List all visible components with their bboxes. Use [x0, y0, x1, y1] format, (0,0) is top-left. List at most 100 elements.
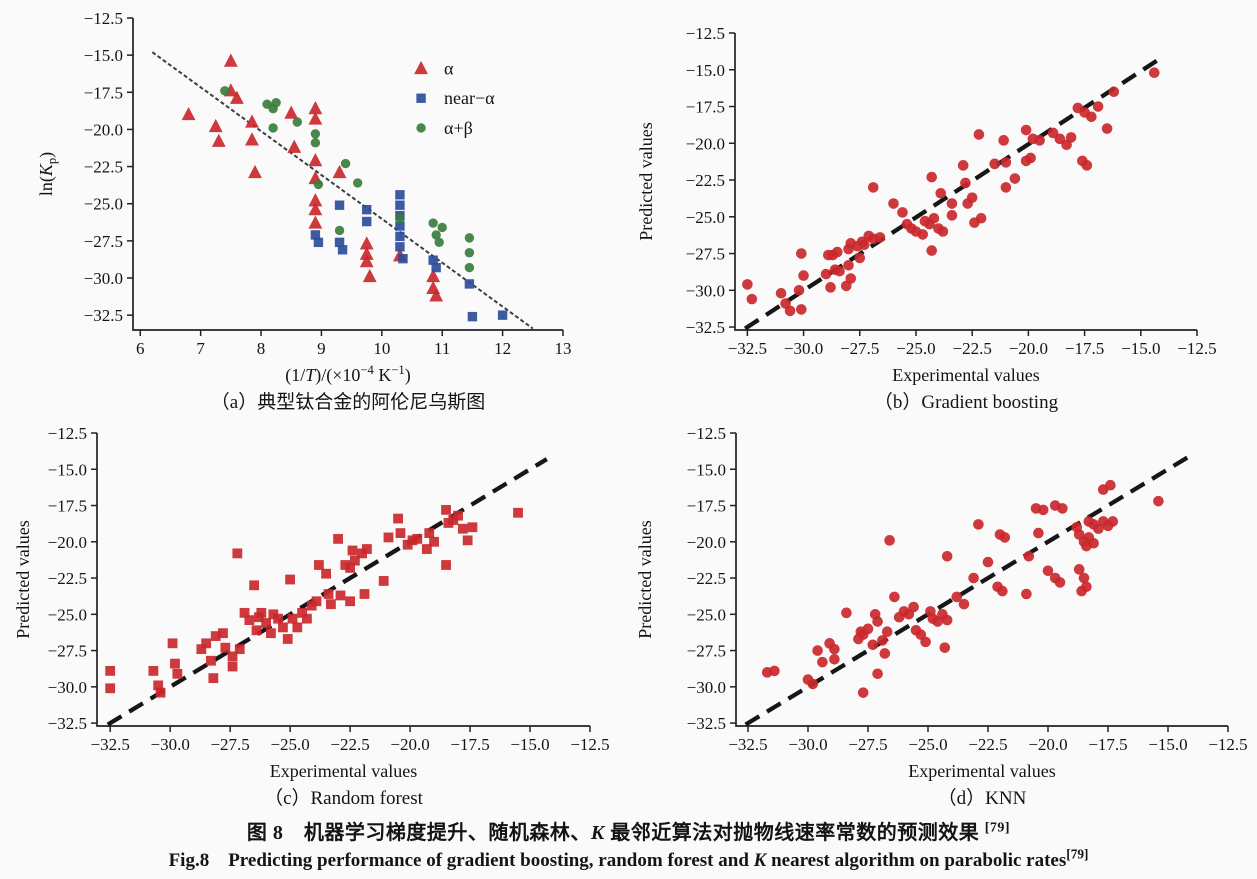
y-tick-label: −22.5: [686, 171, 725, 190]
data-point: [431, 262, 441, 273]
x-tick-label: −17.5: [450, 735, 489, 754]
data-point: [793, 285, 805, 296]
label-segment: ln(: [36, 176, 57, 196]
x-tick-label: 9: [317, 339, 326, 358]
data-point: [457, 523, 468, 534]
data-point: [352, 178, 363, 188]
data-point: [313, 237, 324, 248]
caption-segment: 最邻近算法对抛物线速率常数的预测效果: [604, 822, 985, 844]
data-point: [937, 226, 949, 237]
panel-caption-d: （d）KNN: [938, 787, 1027, 809]
data-point: [297, 607, 308, 618]
data-point: [796, 248, 807, 259]
data-point: [908, 601, 919, 613]
data-point: [308, 153, 323, 167]
data-point: [395, 190, 405, 200]
data-point: [453, 510, 463, 521]
data-point: [951, 591, 963, 603]
x-tick-label: −12.5: [1208, 735, 1247, 754]
data-point: [287, 139, 302, 153]
panel-b-chart: −32.5 −30.0 −27.5 −25.0 −22.5 −20.0 −17.5 −15.0…: [636, 24, 1217, 413]
tick-marks: [729, 32, 1198, 336]
data-point: [812, 645, 823, 656]
axes: [735, 433, 1228, 727]
x-axis-label: Experimental values: [892, 365, 1039, 385]
scatter-series-α: [181, 53, 444, 302]
label-segment: Predicted values: [13, 520, 33, 638]
x-tick-label: −20.0: [390, 735, 429, 754]
label-segment: Predicted values: [635, 520, 655, 638]
data-point: [829, 643, 840, 655]
x-tick-label: −30.0: [784, 339, 823, 358]
label-segment: ): [405, 365, 411, 386]
data-point: [332, 164, 347, 179]
label-segment: （c）Random forest: [264, 787, 424, 809]
data-point: [359, 254, 374, 268]
data-point: [232, 548, 243, 559]
x-axis-label: Experimental values: [908, 761, 1055, 781]
data-point: [249, 580, 260, 591]
data-point: [872, 616, 883, 627]
caption-segment: K: [590, 822, 605, 844]
data-point: [817, 656, 828, 668]
data-point: [335, 590, 346, 601]
y-tick-label: −27.5: [48, 642, 87, 661]
tick-marks: [91, 432, 591, 732]
data-point: [1021, 588, 1032, 600]
x-tick-label: −32.5: [728, 735, 767, 754]
data-point: [958, 598, 970, 610]
data-point: [345, 562, 355, 573]
x-tick-label: −15.0: [1121, 339, 1160, 358]
panel-caption-b: （b）Gradient boosting: [874, 391, 1059, 413]
data-point: [333, 533, 344, 544]
data-point: [872, 668, 883, 680]
data-point: [421, 544, 432, 554]
data-point: [1000, 182, 1012, 193]
data-point: [268, 123, 278, 133]
data-point: [742, 279, 753, 290]
panel-c-chart: −32.5 −30.0 −27.5 −25.0 −22.5 −20.0 −17.5 −15.0…: [13, 424, 610, 809]
x-tick-label: 13: [555, 339, 572, 358]
legend-label: near−α: [444, 88, 495, 108]
data-point: [746, 293, 758, 305]
data-point: [888, 198, 899, 209]
axes: [132, 18, 563, 331]
data-point: [334, 237, 345, 248]
data-point: [284, 105, 299, 119]
data-point: [155, 687, 166, 698]
data-point: [879, 648, 891, 659]
data-point: [170, 658, 180, 669]
tick-marks: [127, 17, 564, 336]
data-point: [1148, 67, 1160, 78]
y-tick-label: −12.5: [686, 24, 725, 43]
data-point: [278, 622, 288, 633]
data-point: [960, 177, 971, 189]
data-point: [361, 544, 372, 554]
data-point: [244, 615, 255, 626]
data-point: [359, 246, 374, 260]
data-point: [897, 207, 908, 218]
data-point: [973, 129, 985, 140]
data-point: [999, 532, 1011, 543]
data-point: [1054, 577, 1066, 588]
data-point: [206, 655, 216, 666]
data-point: [796, 304, 807, 315]
data-point: [302, 613, 312, 624]
data-point: [825, 282, 836, 293]
data-point: [769, 665, 780, 677]
data-point: [359, 589, 370, 599]
data-point: [261, 618, 272, 628]
y-axis-label: Predicted values: [13, 520, 33, 638]
data-point: [998, 135, 1009, 146]
y-tick-label: −15.0: [687, 460, 726, 479]
data-point: [428, 255, 438, 265]
data-point: [227, 651, 238, 662]
y-tick-label: −20.0: [686, 134, 725, 153]
y-tick-label: −20.0: [48, 533, 87, 552]
x-tick-label: −25.0: [896, 339, 935, 358]
data-point: [462, 535, 473, 546]
y-tick-label: −30.0: [687, 678, 726, 697]
data-point: [285, 574, 296, 585]
data-point: [1107, 516, 1119, 527]
data-point: [1057, 503, 1068, 514]
